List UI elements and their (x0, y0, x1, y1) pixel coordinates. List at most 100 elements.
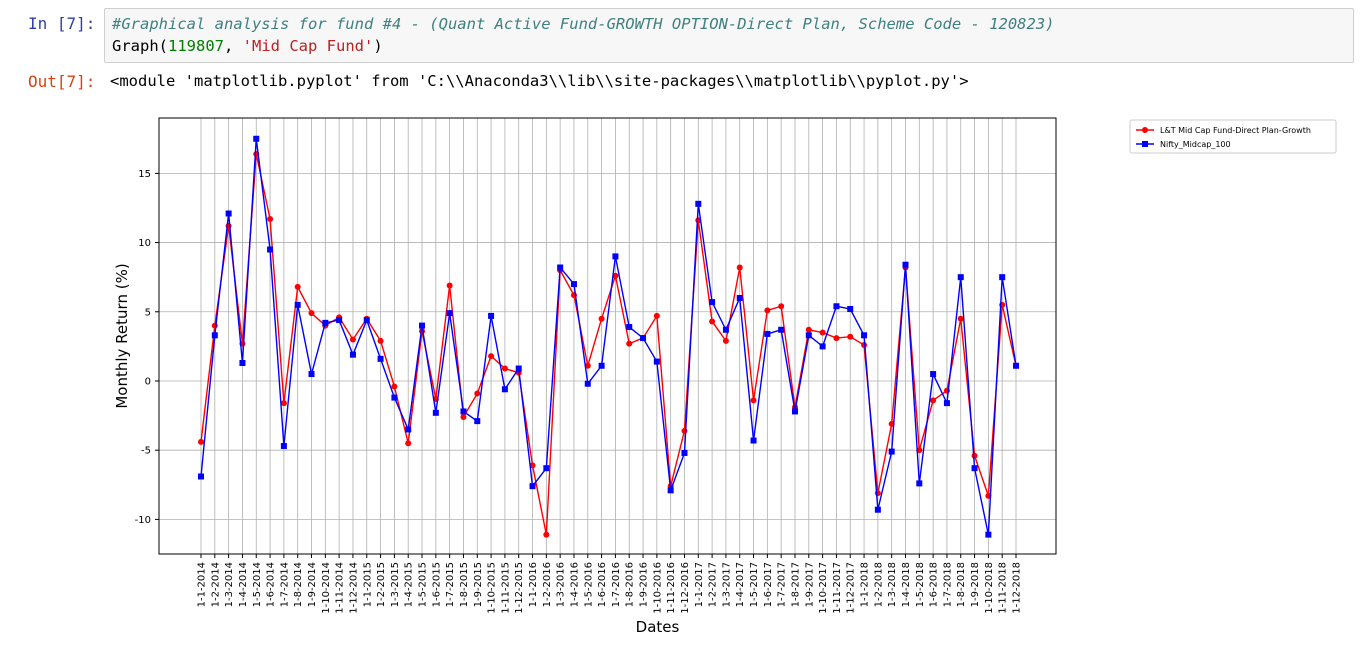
series-0-point (957, 315, 964, 322)
x-tick-label: 1-12-2016 (680, 562, 691, 614)
series-0-point (405, 440, 412, 447)
x-tick-label: 1-6-2015 (431, 562, 442, 607)
x-tick-label: 1-1-2015 (362, 562, 373, 607)
series-0-point (681, 427, 688, 434)
code-call-line: Graph(119807, 'Mid Cap Fund') (112, 37, 383, 55)
series-1-point (377, 355, 384, 362)
series-1-point (861, 332, 868, 339)
series-1-point (750, 437, 757, 444)
x-tick-label: 1-3-2017 (721, 562, 732, 607)
series-0-point (474, 390, 481, 397)
x-tick-label: 1-6-2014 (266, 562, 277, 607)
series-1-point (640, 335, 647, 342)
series-0-point (460, 413, 467, 420)
series-1-point (985, 531, 992, 538)
series-1-point (239, 359, 246, 366)
x-axis-label: Dates (636, 618, 680, 636)
x-tick-label: 1-3-2014 (224, 562, 235, 607)
series-line-0 (200, 153, 1017, 535)
series-0-point (833, 335, 840, 342)
x-tick-label: 1-9-2015 (473, 562, 484, 607)
x-tick-label: 1-11-2015 (500, 562, 511, 614)
series-0-point (584, 362, 591, 369)
x-tick-label: 1-11-2014 (335, 562, 346, 614)
x-tick-label: 1-10-2014 (321, 562, 332, 614)
series-1-point (363, 317, 370, 324)
series-1-point (474, 418, 481, 425)
x-tick-label: 1-7-2016 (611, 562, 622, 607)
x-tick-label: 1-12-2015 (514, 562, 525, 614)
series-1-point (943, 400, 950, 407)
series-1-point (211, 332, 218, 339)
x-tick-label: 1-2-2017 (708, 562, 719, 607)
legend-label-0: L&T Mid Cap Fund-Direct Plan-Growth (1160, 126, 1311, 135)
series-0-point (391, 383, 398, 390)
series-0-point (709, 318, 716, 325)
x-tick-label: 1-2-2014 (210, 562, 221, 607)
series-1-point (667, 487, 674, 494)
series-1-point (391, 394, 398, 401)
series-1-point (322, 319, 329, 326)
series-0-point (847, 333, 854, 340)
series-0-point (211, 322, 218, 329)
series-1-point (916, 480, 923, 487)
x-tick-label: 1-11-2016 (666, 562, 677, 614)
y-tick-label: -5 (141, 446, 151, 457)
series-1-point (736, 294, 743, 301)
code-comment-line: #Graphical analysis for fund #4 - (Quant… (112, 15, 1055, 33)
series-1-point (847, 306, 854, 313)
series-1-point (999, 274, 1006, 281)
series-1-point (833, 303, 840, 310)
x-tick-label: 1-2-2018 (873, 562, 884, 607)
series-1-point (930, 371, 937, 378)
series-0-point (349, 336, 356, 343)
legend-marker-0 (1142, 127, 1148, 133)
series-1-point (626, 324, 633, 331)
plot-frame (158, 117, 1057, 555)
code-function: Graph( (112, 37, 168, 55)
series-1-point (709, 299, 716, 306)
x-tick-label: 1-5-2016 (583, 562, 594, 607)
code-close-paren: ) (373, 37, 383, 55)
series-0-point (626, 340, 633, 347)
legend-marker-1 (1142, 141, 1148, 147)
series-1-point (446, 310, 453, 317)
series-1-point (819, 343, 826, 350)
series-1-point (888, 448, 895, 455)
series-1-point (349, 351, 356, 358)
y-tick-label: 5 (145, 307, 151, 318)
x-tick-label: 1-6-2016 (597, 562, 608, 607)
code-input-cell[interactable]: #Graphical analysis for fund #4 - (Quant… (104, 8, 1354, 63)
x-tick-label: 1-11-2017 (832, 562, 843, 614)
series-1-point (902, 261, 909, 268)
x-tick-label: 1-8-2016 (625, 562, 636, 607)
series-1-point (791, 408, 798, 415)
series-0-point (778, 303, 785, 310)
series-0-point (446, 282, 453, 289)
series-1-point (198, 473, 204, 480)
series-0-point (598, 315, 605, 322)
series-1-point (695, 200, 702, 207)
legend-label-1: Nifty_Midcap_100 (1160, 140, 1231, 149)
y-tick-label: -10 (135, 515, 151, 526)
series-1-point (460, 408, 467, 415)
series-1-point (971, 465, 978, 472)
series-1-point (501, 386, 508, 393)
series-0-point (543, 531, 550, 538)
x-tick-label: 1-7-2015 (445, 562, 456, 607)
x-tick-label: 1-8-2017 (790, 562, 801, 607)
series-1-point (722, 326, 729, 333)
series-1-point (488, 312, 495, 319)
series-0-point (736, 264, 743, 271)
x-tick-label: 1-8-2015 (459, 562, 470, 607)
x-tick-label: 1-9-2018 (970, 562, 981, 607)
series-0-point (198, 438, 204, 445)
series-0-point (653, 312, 660, 319)
code-number: 119807 (168, 37, 224, 55)
series-0-point (805, 326, 812, 333)
x-tick-label: 1-4-2017 (735, 562, 746, 607)
x-tick-label: 1-12-2018 (1012, 562, 1023, 614)
series-1-point (225, 210, 232, 217)
series-1-point (419, 322, 426, 329)
output-prompt: Out[7]: (28, 72, 96, 91)
